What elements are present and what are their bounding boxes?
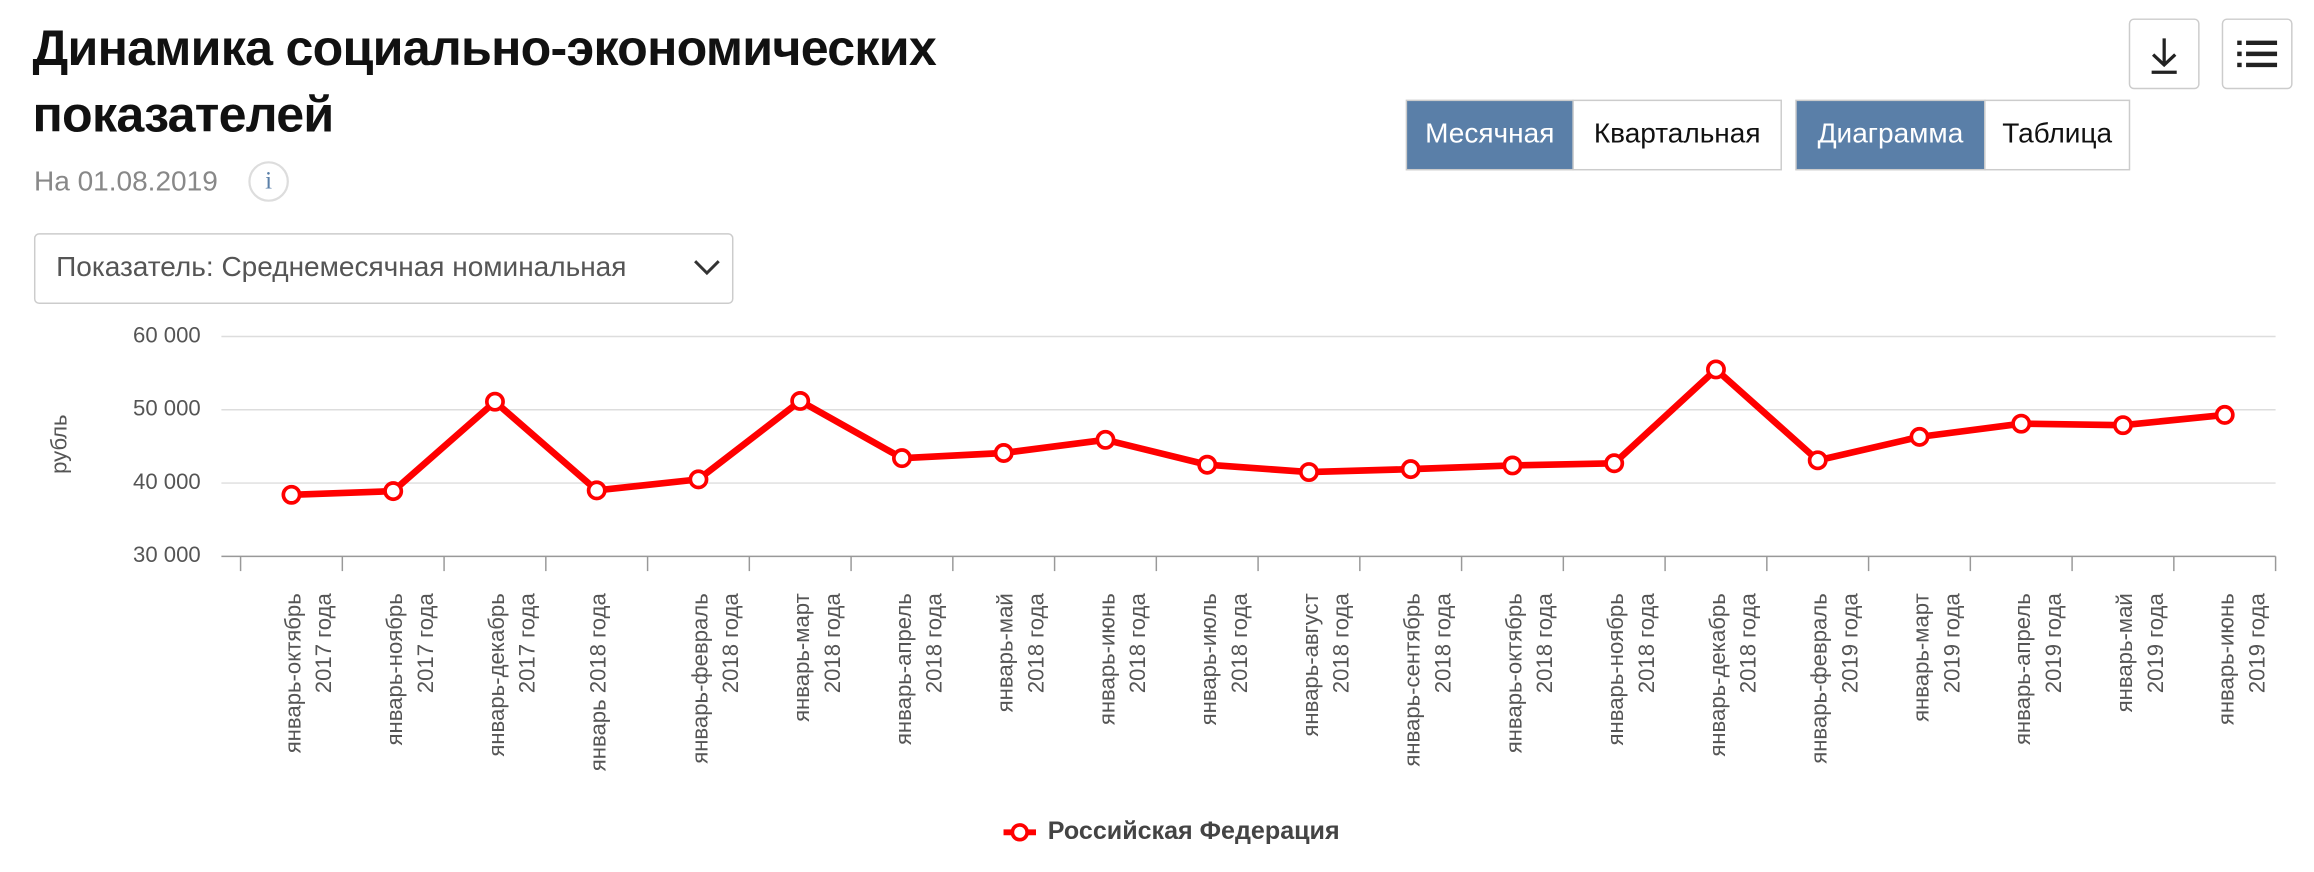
- x-tick-label: январь-февраль: [1807, 593, 1832, 764]
- x-tick-label: январь-апрель: [2010, 593, 2035, 745]
- x-tick-label: январь-октябрь: [280, 593, 305, 753]
- y-tick-label: 30 000: [133, 542, 201, 567]
- x-tick-label: 2018 года: [1430, 593, 1455, 694]
- x-tick-label: 2017 года: [515, 593, 540, 694]
- x-tick-label: 2018 года: [1329, 593, 1354, 694]
- x-tick-label: 2018 года: [922, 593, 947, 694]
- dropdown[interactable]: Показатель: Среднемесячная номинальная: [33, 233, 734, 304]
- chevron[interactable]: [694, 260, 720, 276]
- x-tick-label: 2019 года: [1939, 593, 1964, 694]
- button[interactable]: Месячная: [1425, 117, 1554, 148]
- x-tick-label: январь-ноябрь: [1603, 593, 1628, 745]
- legend-marker: [1010, 823, 1029, 842]
- line: [291, 366, 2226, 499]
- x-tick-label: 2017 года: [311, 593, 336, 694]
- x-tick-label: 2019 года: [2041, 593, 2066, 694]
- period-toggle[interactable]: Месячная Квартальная: [1405, 99, 1782, 171]
- point: [993, 443, 1014, 463]
- x-tick-label: январь-август: [1298, 593, 1323, 736]
- legend-label: Российская Федерация: [1048, 817, 1340, 845]
- download-icon[interactable]: [2151, 38, 2177, 74]
- point: [1706, 359, 1726, 380]
- x-tick-label: 2018 года: [820, 593, 845, 694]
- point: [1299, 462, 1319, 483]
- menu-icon[interactable]: [2237, 40, 2278, 68]
- x-tick-label: январь-февраль: [687, 593, 712, 764]
- x-tick-label: январь-декабрь: [1705, 593, 1730, 756]
- x-tick-label: январь-ноябрь: [382, 593, 407, 745]
- point: [1909, 426, 1930, 447]
- point: [1400, 459, 1421, 480]
- x-tick-label: январь-июль: [1196, 593, 1221, 725]
- download-button[interactable]: [2128, 18, 2200, 90]
- x-tick-label: январь-сентябрь: [1400, 593, 1425, 766]
- x-tick-label: 2019 года: [1837, 593, 1862, 694]
- x-tick-label: 2018 года: [1634, 593, 1659, 694]
- point: [688, 469, 709, 490]
- button[interactable]: Диаграмма: [1818, 117, 1964, 148]
- info-label[interactable]: i: [265, 168, 272, 195]
- point: [790, 391, 811, 411]
- button[interactable]: Таблица: [2002, 117, 2112, 148]
- point: [1197, 454, 1218, 475]
- info-circle[interactable]: [248, 161, 289, 202]
- y-tick-label: 40 000: [133, 469, 201, 494]
- x-tick-label: январь-май: [2112, 593, 2137, 712]
- x-tick-label: 2018 года: [1125, 593, 1150, 694]
- x-tick-label: 2018 года: [718, 593, 743, 694]
- date: На 01.08.2019: [34, 165, 218, 196]
- menu-button[interactable]: [2221, 18, 2293, 90]
- point: [383, 481, 404, 502]
- dropdown-box[interactable]: [33, 233, 734, 304]
- point: [2011, 413, 2032, 434]
- x-tick-label: январь 2018 года: [586, 593, 611, 772]
- point: [891, 448, 912, 469]
- x-tick-label: январь-июнь: [2214, 593, 2239, 725]
- x-tick-label: январь-май: [993, 593, 1018, 712]
- point: [484, 391, 505, 412]
- x-tick-label: 2018 года: [1227, 593, 1252, 694]
- x-tick-label: январь-март: [1908, 593, 1933, 722]
- point: [2214, 404, 2235, 425]
- button-bg[interactable]: [1405, 99, 1574, 171]
- point: [1604, 453, 1625, 474]
- info-button[interactable]: i: [248, 161, 289, 202]
- x-tick-label: 2018 года: [1532, 593, 1557, 694]
- y-tick-label: 60 000: [133, 322, 201, 347]
- dropdown-label[interactable]: Показатель: Среднемесячная номинальная: [56, 251, 626, 282]
- legend-item[interactable]: Российская Федерация: [1003, 817, 1340, 845]
- x-tick-label: 2019 года: [2143, 593, 2168, 694]
- y-tick-label: 50 000: [133, 396, 201, 421]
- point: [1502, 455, 1523, 476]
- button-bg[interactable]: [1795, 99, 1986, 171]
- x-tick-label: 2018 года: [1023, 593, 1048, 694]
- x-tick-label: январь-октябрь: [1501, 593, 1526, 753]
- button[interactable]: Квартальная: [1594, 117, 1761, 148]
- point: [586, 480, 607, 501]
- x-tick-label: январь-декабрь: [484, 593, 509, 756]
- button-bg[interactable]: [1572, 99, 1782, 171]
- y-axis-label: рубль: [46, 414, 71, 473]
- button-bg[interactable]: [1984, 99, 2131, 171]
- view-toggle[interactable]: Диаграмма Таблица: [1795, 99, 2131, 171]
- x-tick-label: январь-июнь: [1094, 593, 1119, 725]
- x-tick-label: январь-апрель: [891, 593, 916, 745]
- point: [1095, 429, 1116, 450]
- x-tick-label: 2018 года: [1736, 593, 1761, 694]
- point: [281, 484, 302, 505]
- point: [1807, 450, 1828, 471]
- point: [2113, 415, 2133, 436]
- x-tick-label: 2019 года: [2245, 593, 2270, 694]
- title: Динамика социально-экономических: [33, 20, 937, 76]
- x-tick-label: январь-март: [789, 593, 814, 722]
- title: показателей: [33, 86, 334, 142]
- x-tick-label: 2017 года: [413, 593, 438, 694]
